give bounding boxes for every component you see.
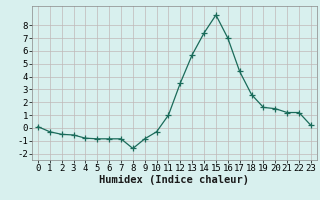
X-axis label: Humidex (Indice chaleur): Humidex (Indice chaleur) — [100, 175, 249, 185]
